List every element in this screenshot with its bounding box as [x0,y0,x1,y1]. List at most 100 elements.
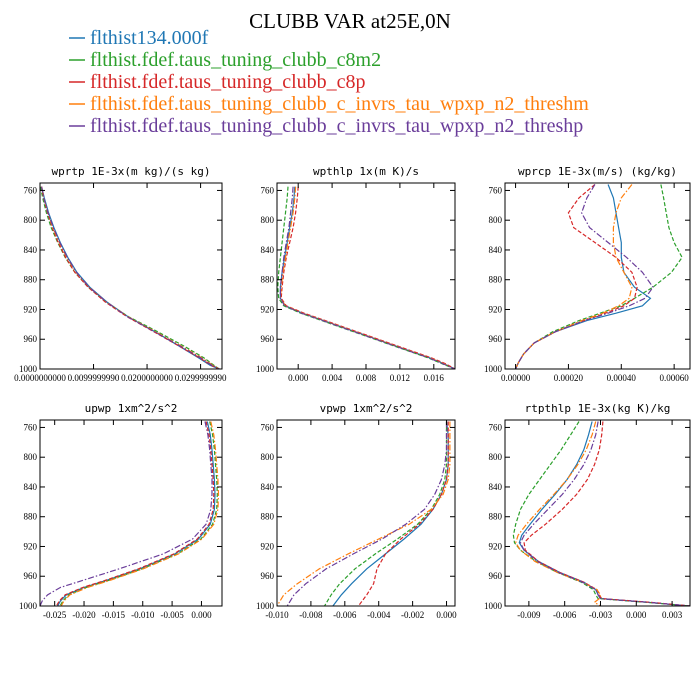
series-line [515,421,602,606]
y-tick-label: 840 [261,245,275,255]
y-tick-label: 880 [24,275,38,285]
series-line [40,421,213,606]
x-tick-label: 0.012 [390,373,410,383]
y-tick-label: 800 [261,215,275,225]
y-tick-label: 880 [489,512,503,522]
legend-entry: flthist.fdef.taus_tuning_clubb_c_invrs_t… [90,93,589,115]
legend-entry: flthist.fdef.taus_tuning_clubb_c_invrs_t… [90,115,583,137]
x-tick-label: -0.025 [43,610,67,620]
series-line [280,186,455,369]
x-tick-label: -0.010 [131,610,155,620]
x-tick-label: -0.002 [401,610,424,620]
plot-frame [276,419,456,607]
plot-frame [504,419,691,607]
series-line [40,186,220,369]
legend: flthist134.000fflthist.fdef.taus_tuning_… [69,27,589,137]
y-tick-label: 1000 [19,364,38,374]
x-tick-label: 0.000 [191,610,212,620]
series-line [286,421,448,606]
series-line [279,186,455,369]
x-tick-label: 0.000 [436,610,457,620]
series-line [518,421,690,606]
y-tick-label: 760 [24,185,38,195]
x-tick-label: -0.003 [589,610,613,620]
series-line [523,421,690,606]
panel: wpthlp 1x(m K)/s 760 800 840 880 920 960 1000 0.… [256,165,456,383]
panel-title: rtpthlp 1E-3x(kg K)/kg [525,402,671,415]
plot-frame [276,182,456,370]
x-tick-label: -0.006 [333,610,357,620]
y-tick-label: 920 [24,304,38,314]
series-line [519,421,690,606]
x-tick-label: 0.016 [424,373,445,383]
x-tick-label: 0.0299999990 [175,373,227,383]
panel-title: wpthlp 1x(m K)/s [313,165,419,178]
series-line [57,421,216,606]
series-line [332,421,449,606]
x-tick-label: 0.008 [356,373,377,383]
series-line [357,421,449,606]
x-tick-label: 0.00040 [607,373,637,383]
y-tick-label: 760 [261,185,275,195]
panel-title: vpwp 1xm^2/s^2 [320,402,413,415]
series-line [279,186,455,369]
x-tick-label: -0.009 [517,610,541,620]
y-tick-label: 960 [261,571,275,581]
series-group [277,186,455,369]
panels: wprtp 1E-3x(m kg)/(s kg) 760 800 840 880 920 9… [14,165,691,620]
panel: wprcp 1E-3x(m/s) (kg/kg) 760 800 840 880 920 9… [484,165,691,383]
x-tick-label: -0.006 [553,610,577,620]
series-line [41,186,220,369]
series-group [40,186,220,369]
y-tick-label: 1000 [256,601,275,611]
series-line [277,186,455,369]
x-tick-label: 0.000 [288,373,309,383]
y-tick-label: 840 [261,482,275,492]
panel: wprtp 1E-3x(m kg)/(s kg) 760 800 840 880 920 9… [14,165,227,383]
x-tick-label: 0.0200000000 [121,373,173,383]
y-tick-label: 840 [489,482,503,492]
legend-entry: flthist.fdef.taus_tuning_clubb_c8p [90,71,366,93]
series-line [41,186,220,369]
series-line [279,186,455,369]
y-tick-label: 1000 [19,601,38,611]
panel-title: upwp 1xm^2/s^2 [85,402,178,415]
plot-frame [39,182,223,370]
panel: vpwp 1xm^2/s^27608008408809209601000-0.0… [256,402,457,620]
series-line [515,184,638,369]
y-tick-label: 840 [489,245,503,255]
x-tick-label: -0.020 [72,610,96,620]
y-tick-label: 880 [489,275,503,285]
y-tick-label: 960 [24,571,38,581]
y-tick-label: 840 [24,245,38,255]
series-line [41,186,220,369]
x-tick-label: 0.004 [322,373,343,383]
series-line [55,421,215,606]
y-tick-label: 800 [24,452,38,462]
x-tick-label: 0.0099999990 [68,373,120,383]
y-tick-label: 960 [24,334,38,344]
y-tick-label: 840 [24,482,38,492]
y-tick-label: 960 [489,571,503,581]
legend-entry: flthist.fdef.taus_tuning_clubb_c8m2 [90,49,381,71]
y-tick-label: 760 [489,185,503,195]
y-tick-label: 920 [489,541,503,551]
x-tick-label: -0.008 [299,610,323,620]
y-tick-label: 760 [261,422,275,432]
y-tick-label: 800 [261,452,275,462]
figure-title: CLUBB VAR at25E,0N [249,9,451,33]
x-tick-label: 0.00020 [554,373,584,383]
x-tick-label: 0.003 [662,610,683,620]
y-tick-label: 1000 [256,364,275,374]
series-line [277,421,451,606]
y-tick-label: 880 [261,512,275,522]
x-tick-label: 0.000 [626,610,647,620]
series-group [277,421,451,606]
y-tick-label: 960 [489,334,503,344]
series-group [515,184,683,369]
y-tick-label: 1000 [484,364,503,374]
y-tick-label: 1000 [484,601,503,611]
panel: upwp 1xm^2/s^2 760 800 840 880 920 960 1000 -0.0… [19,402,223,620]
legend-entry: flthist134.000f [90,27,209,49]
